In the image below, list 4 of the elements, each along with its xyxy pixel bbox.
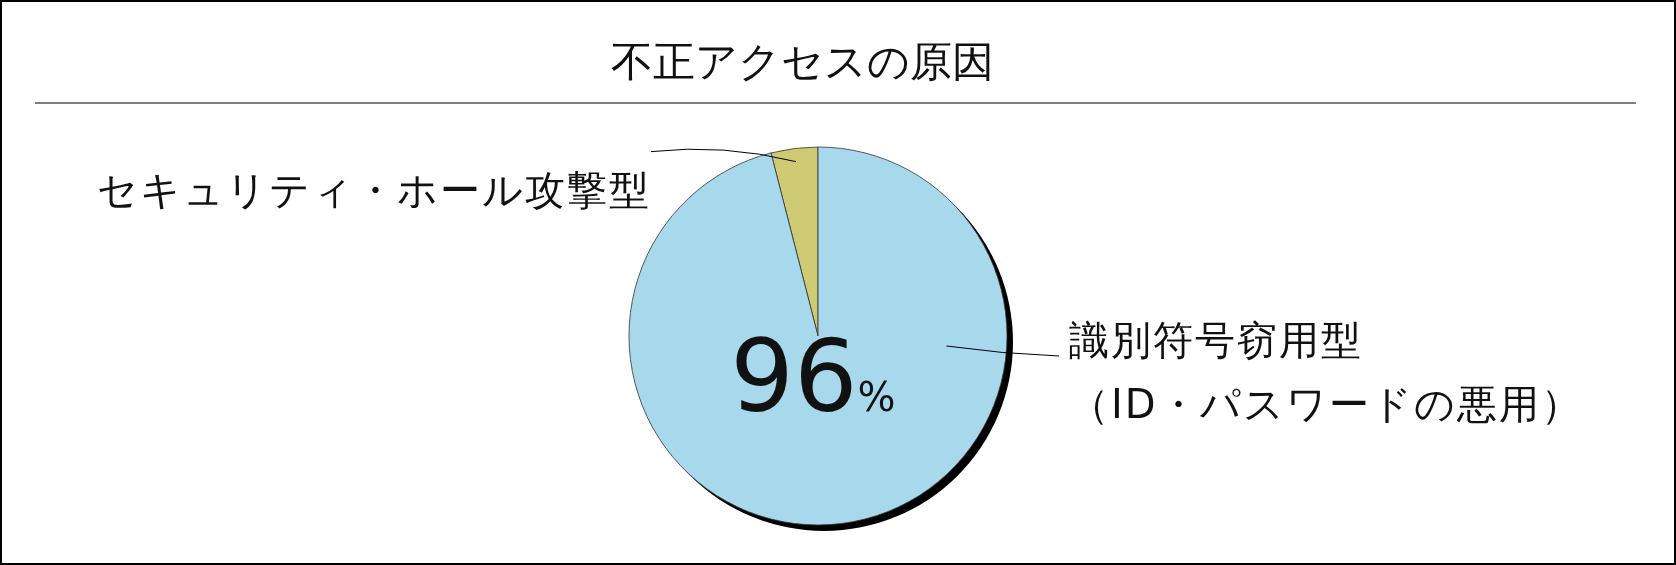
chart-title: 不正アクセスの原因 bbox=[610, 37, 994, 86]
slice-label: 識別符号窃用型（ID・パスワードの悪用） bbox=[1069, 317, 1583, 427]
data-label: 96% bbox=[730, 318, 896, 435]
slice-label: セキュリティ・ホール攻撃型 bbox=[96, 166, 651, 213]
